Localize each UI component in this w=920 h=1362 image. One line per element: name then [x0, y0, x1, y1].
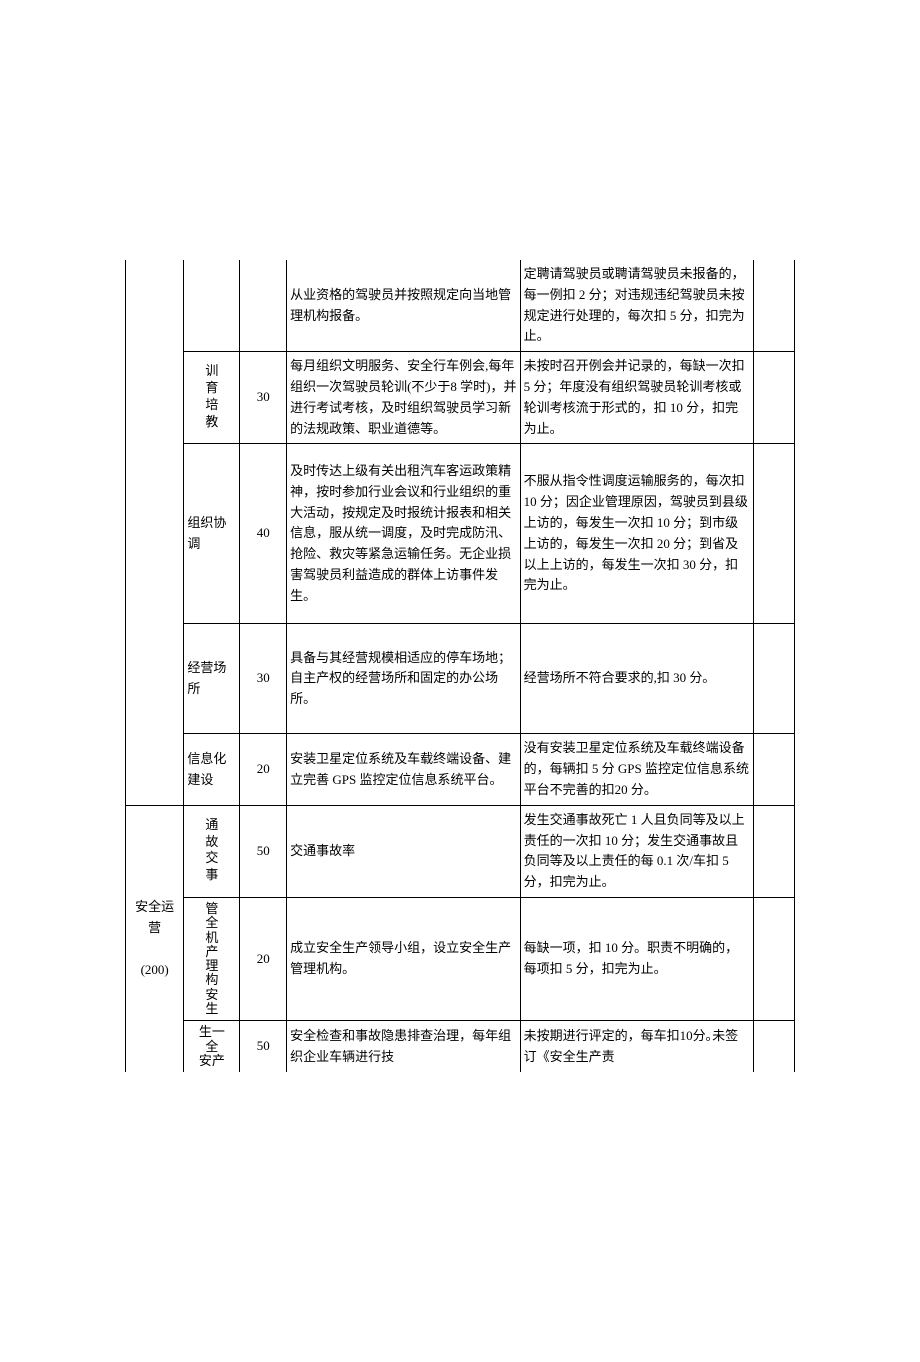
content-cell: 安装卫星定位系统及车载终端设备、建立完善 GPS 监控定位信息系统平台。: [287, 734, 521, 805]
score-cell: 50: [240, 1021, 287, 1072]
deduction-cell: 不服从指令性调度运输服务的，每次扣 10 分；因企业管理原因，驾驶员到县级上访的…: [520, 444, 754, 624]
empty-cell: [754, 624, 795, 734]
empty-cell: [754, 444, 795, 624]
score-cell: 30: [240, 352, 287, 444]
deduction-cell: 未按时召开例会并记录的，每缺一次扣 5 分；年度没有组织驾驶员轮训考核或轮训考核…: [520, 352, 754, 444]
deduction-cell: 发生交通事故死亡 1 人且负同等及以上责任的一次扣 10 分；发生交通事故且负同…: [520, 805, 754, 897]
category-cell: 安全运营(200): [126, 805, 184, 1072]
content-cell: 从业资格的驾驶员并按照规定向当地管理机构报备。: [287, 260, 521, 352]
score-cell: 30: [240, 624, 287, 734]
empty-cell: [754, 1021, 795, 1072]
content-cell: 及时传达上级有关出租汽车客运政策精神，按时参加行业会议和行业组织的重大活动，按规…: [287, 444, 521, 624]
deduction-cell: 经营场所不符合要求的,扣 30 分｡: [520, 624, 754, 734]
deduction-cell: 未按期进行评定的，每车扣10分｡未签订《安全生产责: [520, 1021, 754, 1072]
empty-cell: [754, 897, 795, 1020]
score-cell: 40: [240, 444, 287, 624]
subcategory-cell: 信息化建设: [184, 734, 240, 805]
category-cell: [126, 260, 184, 805]
content-cell: 交通事故率: [287, 805, 521, 897]
subcategory-cell: 管全机产理构安生: [184, 897, 240, 1020]
deduction-cell: 定聘请驾驶员或聘请驾驶员未报备的，每一例扣 2 分；对违规违纪驾驶员未按规定进行…: [520, 260, 754, 352]
content-cell: 成立安全生产领导小组，设立安全生产管理机构。: [287, 897, 521, 1020]
score-cell: [240, 260, 287, 352]
score-cell: 20: [240, 897, 287, 1020]
empty-cell: [754, 352, 795, 444]
empty-cell: [754, 260, 795, 352]
assessment-table: 从业资格的驾驶员并按照规定向当地管理机构报备。定聘请驾驶员或聘请驾驶员未报备的，…: [125, 260, 795, 1072]
content-cell: 每月组织文明服务、安全行车例会,每年组织一次驾驶员轮训(不少于8 学时)，并进行…: [287, 352, 521, 444]
score-cell: 50: [240, 805, 287, 897]
subcategory-cell: [184, 260, 240, 352]
subcategory-cell: 通故交事: [184, 805, 240, 897]
subcategory-cell: 生一全安产: [184, 1021, 240, 1072]
score-cell: 20: [240, 734, 287, 805]
deduction-cell: 每缺一项，扣 10 分。职责不明确的，每项扣 5 分，扣完为止。: [520, 897, 754, 1020]
empty-cell: [754, 805, 795, 897]
content-cell: 具备与其经营规模相适应的停车场地；自主产权的经营场所和固定的办公场所。: [287, 624, 521, 734]
empty-cell: [754, 734, 795, 805]
subcategory-cell: 经营场所: [184, 624, 240, 734]
subcategory-cell: 训育培教: [184, 352, 240, 444]
subcategory-cell: 组织协调: [184, 444, 240, 624]
deduction-cell: 没有安装卫星定位系统及车载终端设备的，每辆扣 5 分 GPS 监控定位信息系统平…: [520, 734, 754, 805]
content-cell: 安全检查和事故隐患排查治理，每年组织企业车辆进行技: [287, 1021, 521, 1072]
